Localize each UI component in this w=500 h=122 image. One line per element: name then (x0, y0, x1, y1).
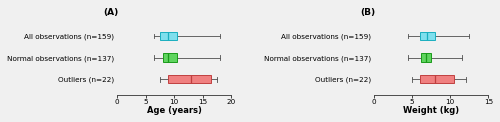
Bar (160, 32, 177, 40)
Bar (168, 75, 212, 83)
Bar (421, 53, 431, 62)
X-axis label: Age (years): Age (years) (146, 106, 202, 115)
X-axis label: Weight (kg): Weight (kg) (403, 106, 459, 115)
Text: (B): (B) (360, 8, 375, 17)
Text: (A): (A) (103, 8, 118, 17)
Bar (420, 75, 454, 83)
Bar (162, 53, 177, 62)
Bar (420, 32, 435, 40)
